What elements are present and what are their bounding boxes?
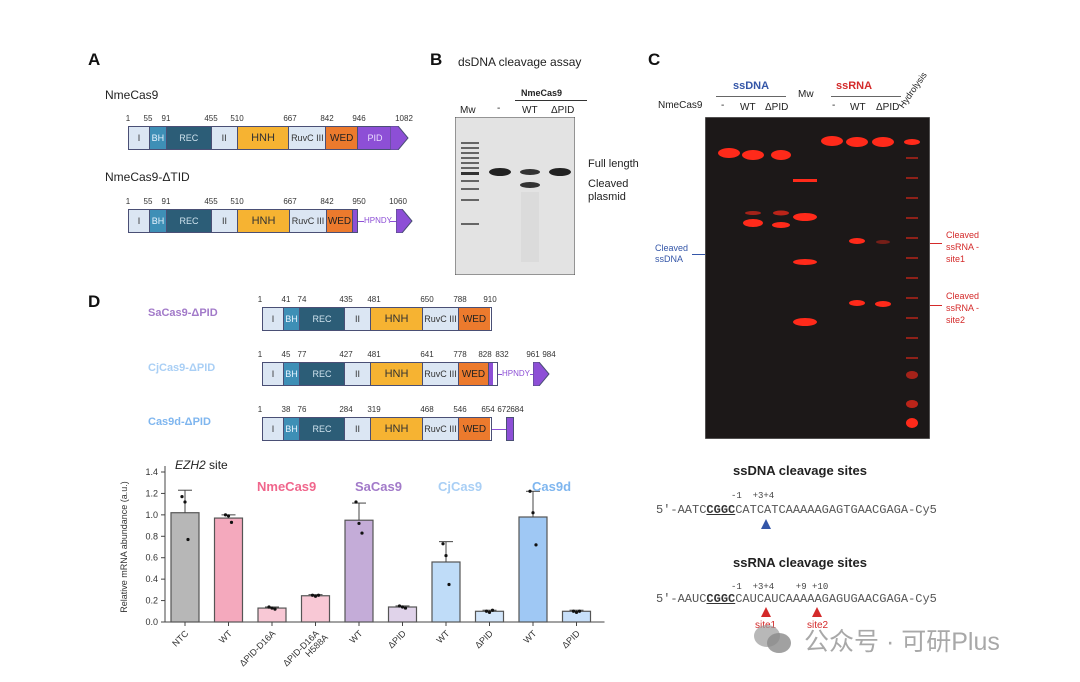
- svg-text:0.4: 0.4: [145, 574, 158, 584]
- site2-label: site2: [807, 620, 829, 631]
- svg-text:EZH2 site: EZH2 site: [175, 458, 228, 472]
- svg-text:WT: WT: [521, 628, 538, 645]
- panel-b-title: dsDNA cleavage assay: [458, 55, 582, 69]
- ssrna-site-numbers: -1 +3+4 +9 +10: [731, 582, 829, 592]
- svg-text:1.2: 1.2: [145, 488, 158, 498]
- nmecas9-row-label: NmeCas9: [658, 100, 703, 111]
- construct-nmecas9-label: NmeCas9: [105, 88, 159, 102]
- pam-cggc: CGGC: [706, 592, 736, 606]
- svg-text:0.8: 0.8: [145, 531, 158, 541]
- ssdna-sites-title: ssDNA cleavage sites: [733, 463, 867, 478]
- construct-cjcas9-dpid-label: CjCas9-ΔPID: [148, 362, 216, 374]
- svg-text:WT: WT: [217, 628, 234, 645]
- svg-text:NTC: NTC: [170, 628, 191, 649]
- construct-sacas9-dpid-label: SaCas9-ΔPID: [148, 307, 218, 319]
- ssdna-cleavage-triangle-icon: [761, 519, 771, 529]
- ssrna-sequence: 5′-AAUCCGGCCAUCAUCAAAAAGAGUGAACGAGA-Cy5: [656, 592, 937, 606]
- cleaved-ssrna-site1-label: Cleaved ssRNA -site1: [946, 230, 980, 264]
- svg-text:ΔPID-D16A: ΔPID-D16A: [237, 628, 277, 668]
- nmecas9-domain-bar: I BH REC II HNH RuvC III WED PID: [128, 126, 392, 150]
- svg-text:ΔPID: ΔPID: [386, 628, 408, 650]
- dsdna-gel-image: [455, 117, 575, 275]
- ssdna-group-label: ssDNA: [733, 80, 770, 92]
- pid-arrowhead-icon: [533, 362, 550, 386]
- svg-text:Cas9d: Cas9d: [532, 479, 571, 494]
- ssdna-sequence: 5′-AATCCGGCCATCATCAAAAAGAGTGAACGAGA-Cy5: [656, 503, 937, 517]
- nmecas9-dtid-domain-bar: I BH REC II HNH RuvC III WED: [128, 209, 358, 233]
- svg-text:WT: WT: [434, 628, 451, 645]
- domain-bh: BH: [149, 127, 167, 149]
- gel-b-group-label: NmeCas9: [521, 88, 563, 98]
- band-label-cleaved-plasmid: Cleaved plasmid: [588, 178, 629, 203]
- linker-hpndy: HPNDY: [364, 216, 393, 225]
- ezh2-bar-chart: 0.0 0.2 0.4 0.6 0.8 1.0 1.2 1.4 Relative mRNA ab…: [119, 458, 605, 668]
- ssrna-sites-title: ssRNA cleavage sites: [733, 555, 867, 570]
- svg-text:1.4: 1.4: [145, 467, 158, 477]
- panel-a-letter: A: [88, 50, 101, 69]
- cjcas9-domain-bar: I BH REC II HNH RuvC III WED: [262, 362, 498, 386]
- mw-lane-label: Mw: [798, 89, 814, 100]
- svg-text:ΔPID: ΔPID: [560, 628, 582, 650]
- ssrna-group-label: ssRNA: [836, 80, 873, 92]
- pid-arrowhead-icon: [390, 126, 409, 150]
- pam-cggc: CGGC: [706, 503, 736, 517]
- pid-remnant-block: [506, 417, 514, 441]
- svg-text:CjCas9: CjCas9: [438, 479, 482, 494]
- cas9d-domain-bar: I BH REC II HNH RuvC III WED: [262, 417, 492, 441]
- linker-hpndy: HPNDY: [502, 369, 531, 378]
- sacas9-domain-bar: I BH REC II HNH RuvC III WED: [262, 307, 492, 331]
- panel-b-letter: B: [430, 50, 443, 69]
- watermark-text: 公众号 · 可研Plus: [804, 628, 1000, 656]
- domain-wed: WED: [326, 127, 359, 149]
- ssrna-site2-triangle-icon: [812, 607, 822, 617]
- ssdna-site-numbers: -1 +3+4: [731, 491, 775, 501]
- hydrolysis-lane-label: Hydrolysis: [896, 70, 929, 110]
- domain-pid: PID: [358, 127, 392, 149]
- svg-text:1.0: 1.0: [145, 510, 158, 520]
- domain-i: I: [129, 127, 150, 149]
- construct-cas9d-dpid-label: Cas9d-ΔPID: [148, 416, 211, 428]
- pid-arrowhead-icon: [396, 209, 413, 233]
- svg-text:Relative mRNA abundance (a.u.): Relative mRNA abundance (a.u.): [119, 481, 129, 613]
- svg-text:0.2: 0.2: [145, 596, 158, 606]
- nmecas9-dtid-positions: 1 55 91 455 510 667 842 950 1060: [125, 197, 407, 206]
- nmecas9-positions: 1 55 91 455 510 667 842 946 1082: [125, 114, 413, 123]
- domain-rec: REC: [166, 127, 212, 149]
- cleaved-ssrna-site2-label: Cleaved ssRNA - site2: [946, 291, 980, 325]
- svg-text:0.0: 0.0: [145, 617, 158, 627]
- panel-c-letter: C: [648, 50, 661, 69]
- denaturing-gel-image: [705, 117, 930, 439]
- construct-nmecas9-dtid-label: NmeCas9-ΔTID: [105, 170, 190, 184]
- cleaved-ssdna-label: Cleaved ssDNA: [655, 243, 689, 264]
- svg-text:NmeCas9: NmeCas9: [257, 479, 316, 494]
- band-label-full-length: Full length: [588, 158, 639, 170]
- panel-d-letter: D: [88, 292, 101, 311]
- svg-text:ΔPID: ΔPID: [473, 628, 495, 650]
- domain-hnh: HNH: [237, 127, 290, 149]
- svg-text:SaCas9: SaCas9: [355, 479, 402, 494]
- svg-text:0.6: 0.6: [145, 553, 158, 563]
- svg-text:WT: WT: [347, 628, 364, 645]
- domain-ii: II: [211, 127, 238, 149]
- wechat-icon: [754, 625, 791, 653]
- domain-ruvc-iii: RuvC III: [289, 127, 327, 149]
- ssrna-site1-triangle-icon: [761, 607, 771, 617]
